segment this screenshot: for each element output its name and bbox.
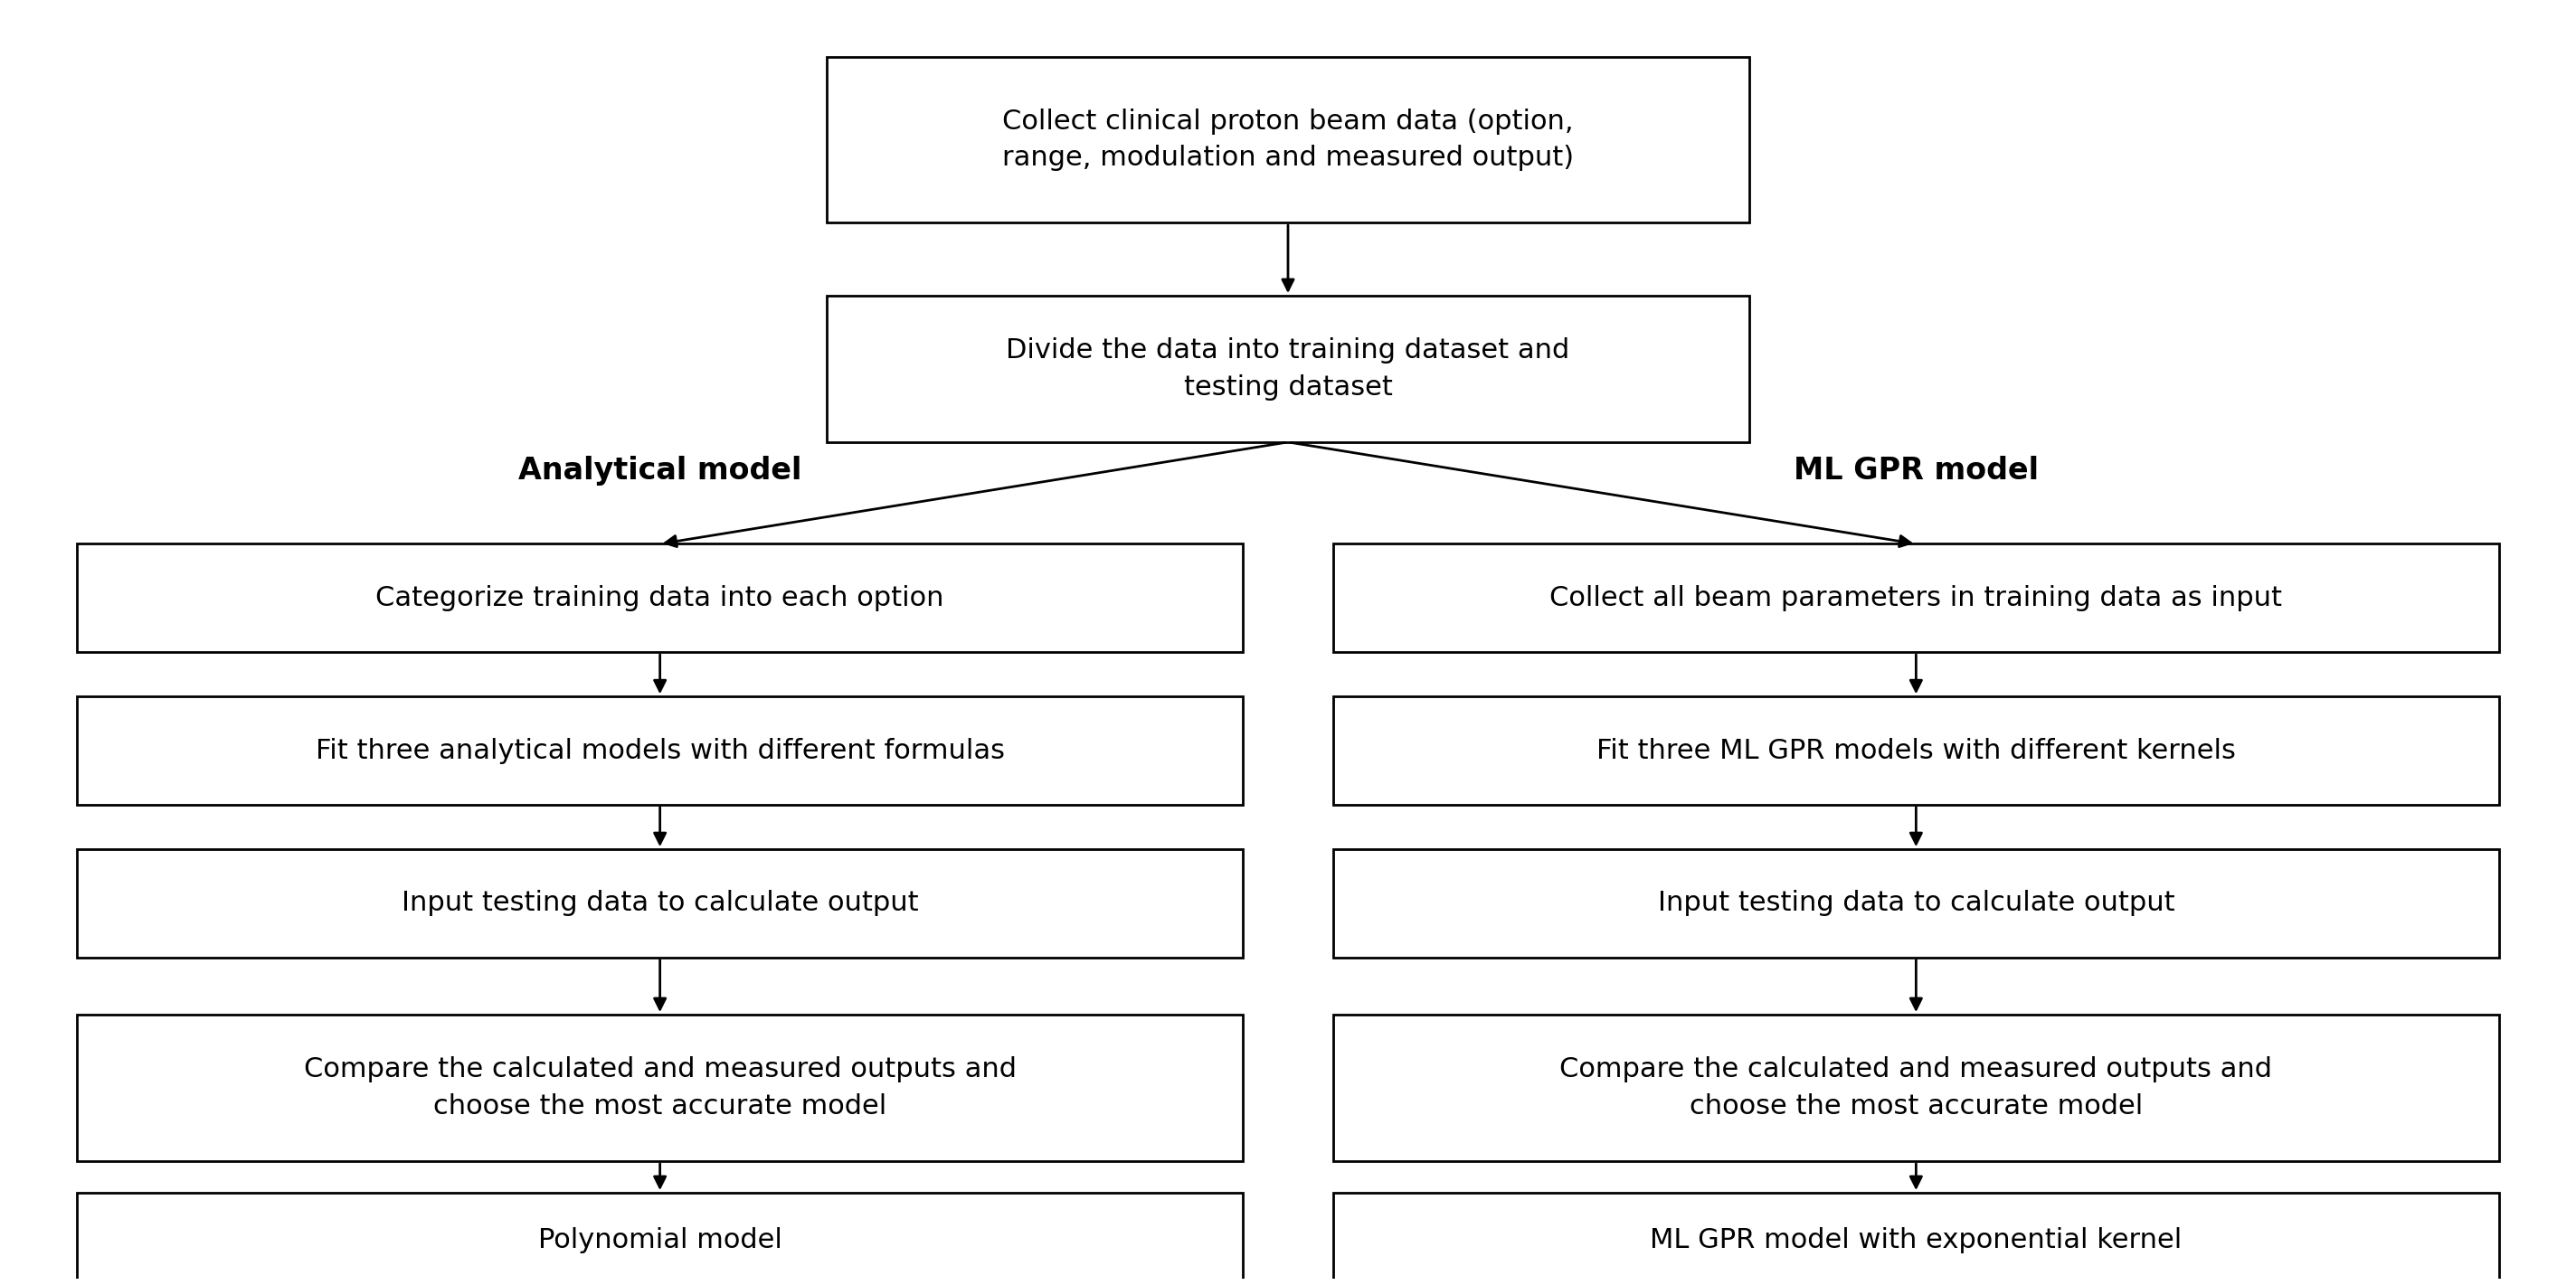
Text: Analytical model: Analytical model <box>518 456 801 486</box>
Text: ML GPR model with exponential kernel: ML GPR model with exponential kernel <box>1651 1227 2182 1254</box>
FancyBboxPatch shape <box>1332 696 2499 804</box>
Text: Categorize training data into each option: Categorize training data into each optio… <box>376 585 945 612</box>
FancyBboxPatch shape <box>77 1015 1244 1162</box>
FancyBboxPatch shape <box>77 1192 1244 1285</box>
FancyBboxPatch shape <box>827 57 1749 222</box>
Text: Fit three ML GPR models with different kernels: Fit three ML GPR models with different k… <box>1597 738 2236 763</box>
Text: Divide the data into training dataset and
testing dataset: Divide the data into training dataset an… <box>1007 338 1569 401</box>
FancyBboxPatch shape <box>77 544 1244 651</box>
FancyBboxPatch shape <box>1332 544 2499 651</box>
Text: ML GPR model: ML GPR model <box>1793 456 2038 486</box>
Text: Collect all beam parameters in training data as input: Collect all beam parameters in training … <box>1551 585 2282 612</box>
Text: Fit three analytical models with different formulas: Fit three analytical models with differe… <box>314 738 1005 763</box>
FancyBboxPatch shape <box>77 696 1244 804</box>
Text: Input testing data to calculate output: Input testing data to calculate output <box>1656 891 2174 916</box>
Text: Input testing data to calculate output: Input testing data to calculate output <box>402 891 920 916</box>
FancyBboxPatch shape <box>827 296 1749 442</box>
Text: Compare the calculated and measured outputs and
choose the most accurate model: Compare the calculated and measured outp… <box>1558 1056 2272 1119</box>
FancyBboxPatch shape <box>1332 1192 2499 1285</box>
FancyBboxPatch shape <box>77 849 1244 957</box>
Text: Collect clinical proton beam data (option,
range, modulation and measured output: Collect clinical proton beam data (optio… <box>1002 108 1574 171</box>
FancyBboxPatch shape <box>1332 1015 2499 1162</box>
Text: Polynomial model: Polynomial model <box>538 1227 783 1254</box>
Text: Compare the calculated and measured outputs and
choose the most accurate model: Compare the calculated and measured outp… <box>304 1056 1018 1119</box>
FancyBboxPatch shape <box>1332 849 2499 957</box>
